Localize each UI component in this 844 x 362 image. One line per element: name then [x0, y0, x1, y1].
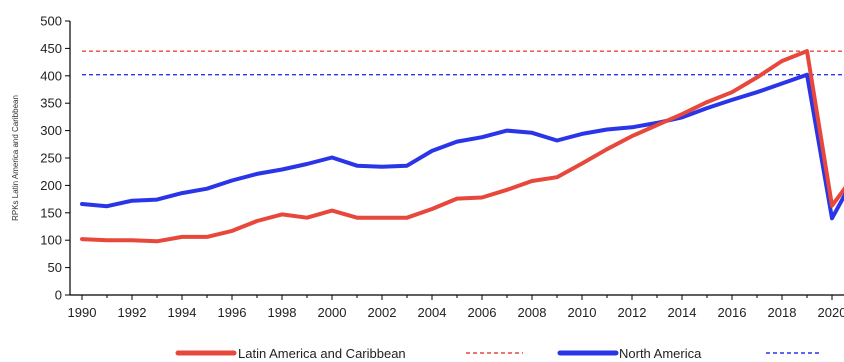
legend: Latin America and Caribbean North America — [175, 346, 822, 361]
x-tick-label: 1994 — [168, 305, 197, 320]
y-tick-label: 200 — [40, 178, 62, 193]
y-tick-label: 350 — [40, 96, 62, 111]
y-tick-label: 100 — [40, 233, 62, 248]
legend-label: Latin America and Caribbean — [238, 346, 406, 361]
x-tick-label: 1992 — [118, 305, 147, 320]
y-tick-label: 50 — [48, 260, 62, 275]
x-tick-label: 2002 — [368, 305, 397, 320]
x-tick-label: 2004 — [418, 305, 447, 320]
y-tick-label: 450 — [40, 41, 62, 56]
y-tick-label: 150 — [40, 205, 62, 220]
axes — [65, 20, 844, 300]
y-axis-label: RPKs Latin America and Caribbean — [11, 95, 20, 221]
y-tick-labels: 0 50 100 150 200 250 300 350 400 450 500 — [40, 14, 62, 303]
x-tick-label: 2020 — [818, 305, 844, 320]
x-tick-labels: 1990 1992 1994 1996 1998 2000 2002 2004 2006 2008… — [68, 305, 844, 320]
x-tick-label: 2000 — [318, 305, 347, 320]
y-tick-label: 400 — [40, 68, 62, 83]
x-tick-label: 1990 — [68, 305, 97, 320]
series-line — [80, 49, 844, 244]
x-tick-label: 2006 — [468, 305, 497, 320]
y-tick-label: 300 — [40, 123, 62, 138]
x-tick-label: 2008 — [518, 305, 547, 320]
reference-lines — [82, 50, 844, 76]
x-tick-label: 2016 — [718, 305, 747, 320]
x-tick-label: 1998 — [268, 305, 297, 320]
x-tick-label: 2010 — [568, 305, 597, 320]
x-tick-label: 1996 — [218, 305, 247, 320]
y-tick-label: 500 — [40, 14, 62, 29]
x-tick-label: 2014 — [668, 305, 697, 320]
series-lines — [80, 49, 844, 244]
x-tick-label: 2012 — [618, 305, 647, 320]
series-line — [80, 72, 844, 221]
legend-label: North America — [619, 346, 702, 361]
y-tick-label: 250 — [40, 151, 62, 166]
x-tick-label: 2018 — [768, 305, 797, 320]
y-tick-label: 0 — [55, 288, 62, 303]
